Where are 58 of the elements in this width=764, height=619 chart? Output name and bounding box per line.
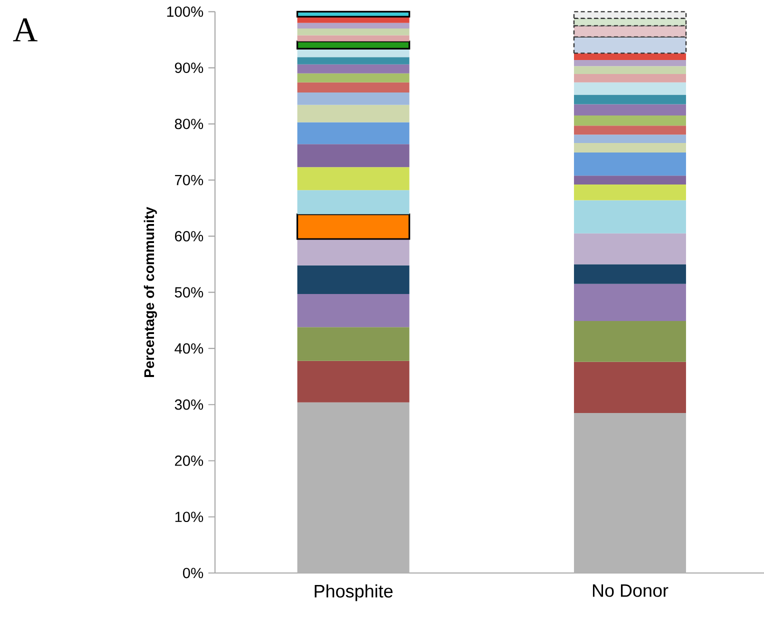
bar (297, 28, 410, 36)
bar (297, 122, 410, 144)
bar (574, 134, 686, 144)
y-tick-label: 100% (167, 6, 204, 17)
bar (297, 104, 410, 122)
bar (297, 64, 410, 74)
y-tick-label: 80% (174, 118, 204, 130)
bar (574, 82, 686, 95)
bar (574, 94, 686, 104)
bar (574, 126, 686, 135)
bar (297, 35, 410, 42)
bar (574, 233, 686, 264)
bar (297, 144, 410, 168)
bar (296, 40, 410, 50)
bar (574, 104, 686, 116)
bar (297, 190, 410, 214)
bar (574, 184, 686, 200)
y-tick-label: 50% (174, 287, 204, 298)
bar (297, 239, 410, 266)
bar (574, 362, 686, 414)
y-tick-label: 20% (175, 456, 204, 466)
bar (297, 294, 410, 328)
bar (297, 22, 410, 29)
bar (574, 66, 686, 74)
bar (574, 413, 686, 573)
bar (297, 82, 410, 92)
bar (296, 10, 410, 18)
bar (574, 176, 686, 185)
bar (297, 167, 410, 190)
bar (297, 360, 410, 402)
bar (297, 92, 410, 105)
bar (297, 327, 410, 361)
y-tick-label: 60% (175, 231, 204, 242)
bar (574, 143, 686, 153)
bar (297, 265, 410, 294)
bar (574, 320, 686, 362)
bar (297, 402, 410, 573)
bar (574, 152, 686, 176)
bar (574, 53, 686, 60)
bar (574, 200, 686, 234)
text: A (13, 18, 38, 42)
y-tick-label: 40% (174, 343, 204, 354)
y-axis-title: Percentage of community (144, 206, 157, 377)
y-tick-label: 0% (182, 568, 204, 578)
bar (574, 284, 686, 321)
bar (297, 57, 410, 64)
x-tick-label: Phosphite (314, 584, 393, 602)
y-tick-label: 30% (174, 399, 204, 410)
y-tick-label: 10% (175, 512, 204, 522)
x-tick-label: No Donor (592, 584, 668, 597)
bar (574, 116, 686, 126)
y-tick-label: 90% (174, 62, 204, 73)
bar (574, 264, 686, 284)
bar (297, 73, 410, 82)
bar (296, 214, 410, 240)
bar (574, 74, 686, 82)
bar (574, 60, 686, 66)
y-tick-label: 70% (175, 174, 204, 186)
